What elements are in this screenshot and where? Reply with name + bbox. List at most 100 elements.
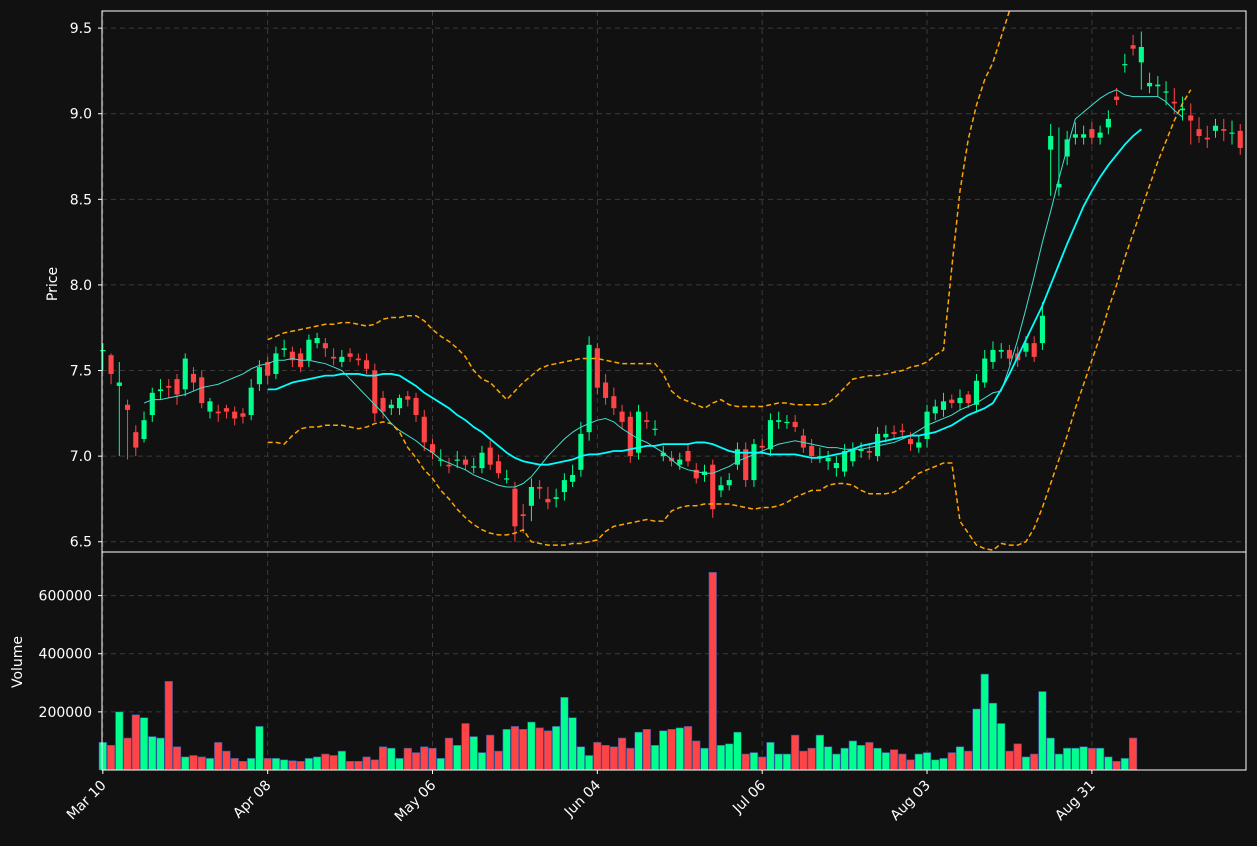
candle-body: [157, 389, 164, 392]
volume-bar: [1096, 747, 1105, 771]
volume-bar: [799, 750, 808, 771]
volume-bar: [741, 753, 750, 771]
volume-bar: [857, 744, 866, 771]
candle-body: [281, 348, 287, 350]
candle-body: [124, 404, 131, 410]
candle-body: [875, 433, 881, 457]
candle-body: [603, 382, 609, 398]
candle-body: [693, 469, 699, 479]
volume-bar: [1104, 756, 1113, 771]
candle-body: [339, 356, 345, 362]
price-tick-label: 8.5: [70, 192, 92, 208]
candle-body: [1155, 84, 1161, 87]
candle-body: [899, 430, 905, 433]
candle-body: [636, 411, 642, 453]
candle-body: [792, 421, 798, 428]
candle-body: [1122, 64, 1128, 66]
candle-body: [817, 456, 823, 458]
volume-bar: [519, 729, 528, 771]
candle-body: [479, 452, 485, 469]
volume-grid: [102, 552, 1246, 770]
volume-bar: [247, 758, 256, 771]
candle-body: [1072, 134, 1078, 138]
candle-body: [174, 379, 180, 395]
volume-bar: [387, 747, 396, 771]
candle-body: [413, 397, 419, 416]
volume-bar: [222, 750, 231, 771]
candle-body: [973, 380, 980, 405]
candle-body: [429, 444, 436, 453]
candle-body: [1204, 137, 1210, 140]
volume-bar: [337, 750, 346, 771]
candle-body: [1179, 108, 1186, 111]
candle-body: [1147, 82, 1153, 87]
volume-bar: [494, 750, 503, 771]
candle-body: [570, 474, 576, 482]
volume-bar: [988, 702, 998, 771]
price-tick-label: 8.0: [70, 278, 92, 294]
volume-bar: [453, 744, 462, 771]
volume-bar: [477, 752, 487, 771]
candle-body: [932, 406, 938, 414]
candle-body: [372, 370, 378, 414]
candle-body: [355, 358, 361, 361]
volume-bar: [378, 746, 388, 771]
volume-bar: [576, 746, 585, 771]
candle-body: [660, 452, 666, 457]
volume-bar: [486, 734, 495, 771]
candle-body: [850, 449, 856, 462]
price-tick-label: 9.0: [70, 107, 92, 123]
volume-bar: [106, 744, 116, 771]
candle-body: [1056, 183, 1062, 188]
candle-body: [289, 351, 295, 361]
moving-average-fast-line: [143, 89, 1183, 488]
candle-body: [726, 480, 732, 486]
volume-bar: [98, 742, 107, 771]
candle-body: [520, 514, 526, 517]
volume-bar: [313, 756, 322, 771]
candle-body: [182, 358, 188, 390]
volume-bar: [115, 711, 124, 771]
candle-body: [718, 485, 724, 491]
volume-bar: [1120, 758, 1129, 771]
candle-body: [1006, 349, 1013, 359]
candle-body: [677, 459, 683, 465]
volume-bar: [1005, 750, 1014, 771]
candle-body: [388, 404, 394, 409]
volume-bar: [1063, 747, 1072, 771]
candle-body: [842, 450, 848, 472]
volume-bar: [766, 742, 775, 771]
candle-body: [1221, 129, 1227, 131]
volume-bar: [552, 726, 561, 771]
candle-body: [644, 420, 650, 422]
candle-body: [240, 413, 246, 417]
volume-bar: [461, 723, 470, 771]
volume-tick-label: 200000: [39, 705, 92, 721]
volume-bar: [725, 743, 734, 771]
candle-body: [471, 466, 477, 468]
volume-bar: [560, 697, 569, 771]
volume-bar: [296, 760, 305, 771]
volume-bar: [692, 740, 701, 771]
volume-bar: [708, 572, 717, 771]
volume-bar: [585, 755, 594, 771]
candle-body: [1188, 115, 1194, 121]
volume-bar: [642, 729, 651, 771]
volume-bar: [906, 759, 915, 771]
candle-body: [743, 449, 749, 481]
volume-bar: [865, 742, 874, 771]
volume-bar: [321, 753, 330, 771]
moving-average-slow-line: [267, 128, 1142, 466]
bollinger-upper-line: [267, 11, 1011, 410]
volume-bar: [626, 747, 635, 771]
candle-body: [512, 488, 518, 527]
candle-body: [965, 394, 971, 404]
volume-tick-label: 400000: [39, 647, 92, 663]
volume-bar: [444, 737, 454, 771]
volume-bar: [255, 726, 264, 771]
volume-bar: [898, 753, 907, 771]
volume-bar: [395, 758, 404, 771]
volume-bar: [304, 758, 313, 771]
candle-body: [149, 392, 155, 416]
candle-body: [751, 444, 757, 481]
